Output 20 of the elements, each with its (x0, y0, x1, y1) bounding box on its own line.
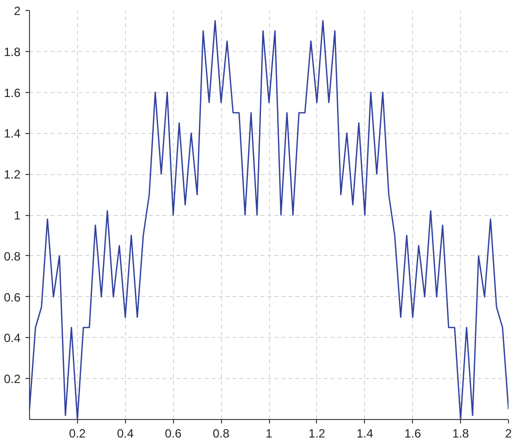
x-tick-label: 0.2 (69, 426, 86, 440)
y-tick-label: 0.4 (4, 331, 21, 346)
y-tick-label: 1.4 (4, 126, 21, 141)
y-tick-label: 1.8 (4, 44, 21, 59)
x-tick-label: 1.2 (308, 426, 326, 440)
x-tick-label: 0.8 (212, 426, 230, 440)
x-tick-label: 0.6 (164, 426, 182, 440)
x-tick-label: 1.6 (404, 426, 422, 440)
y-tick-label: 1.6 (4, 86, 21, 100)
x-tick-label: 1.8 (452, 426, 470, 440)
y-tick-label: 1.2 (4, 168, 21, 182)
y-tick-label: 0.2 (4, 372, 21, 386)
y-tick-label: 0.6 (4, 290, 21, 304)
y-tick-label: 2 (14, 4, 21, 18)
y-tick-label: 1 (14, 208, 21, 222)
x-tick-label: 0.4 (116, 426, 134, 440)
x-tick-label: 2 (505, 426, 512, 440)
y-tick-label: 0.8 (4, 249, 21, 264)
x-tick-label: 1.4 (356, 426, 374, 440)
x-tick-label: 1 (266, 426, 273, 440)
